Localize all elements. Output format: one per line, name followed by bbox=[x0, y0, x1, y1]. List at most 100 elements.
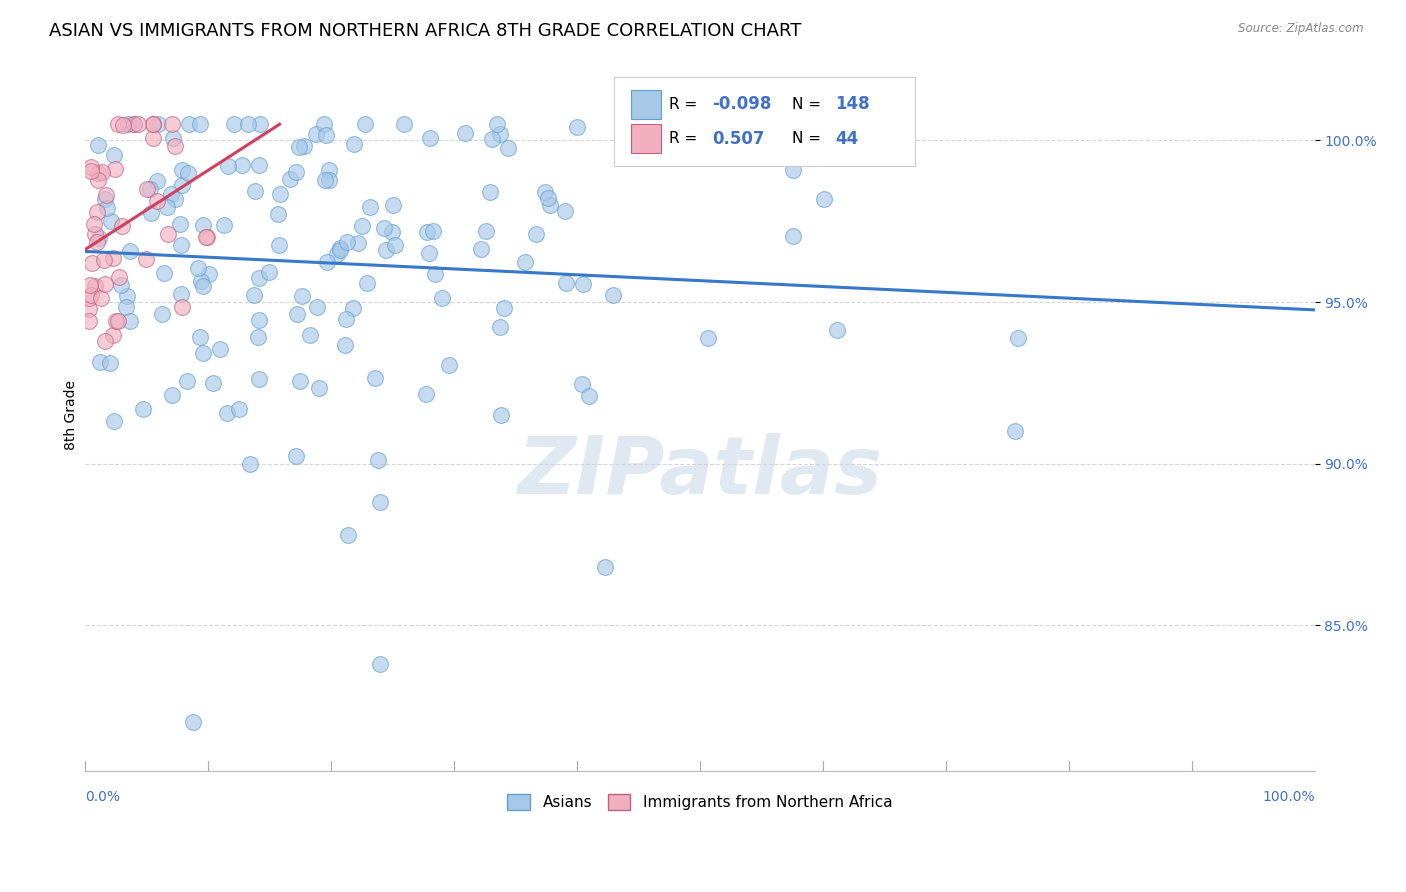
Point bbox=[335, 312, 357, 326]
Point bbox=[486, 117, 509, 131]
Point bbox=[593, 560, 616, 574]
Point bbox=[118, 244, 141, 259]
Point bbox=[176, 374, 198, 388]
Point bbox=[169, 238, 191, 252]
Point bbox=[537, 191, 560, 205]
Point bbox=[100, 214, 122, 228]
Point bbox=[90, 291, 112, 305]
Text: 44: 44 bbox=[835, 129, 858, 147]
Point bbox=[86, 235, 108, 250]
Point bbox=[84, 227, 107, 241]
Point bbox=[697, 330, 720, 344]
Point bbox=[87, 231, 110, 245]
Point bbox=[163, 192, 186, 206]
Point bbox=[117, 117, 139, 131]
Point bbox=[170, 287, 193, 301]
Point bbox=[1004, 425, 1026, 439]
Point bbox=[470, 243, 492, 257]
Point bbox=[496, 141, 519, 155]
Point bbox=[139, 206, 162, 220]
Point bbox=[494, 301, 516, 315]
Y-axis label: 8th Grade: 8th Grade bbox=[65, 380, 79, 450]
Point bbox=[120, 314, 142, 328]
Point bbox=[368, 657, 391, 671]
Point bbox=[364, 371, 387, 385]
Point bbox=[104, 162, 127, 177]
Point bbox=[101, 251, 124, 265]
Point bbox=[80, 160, 103, 174]
Text: 148: 148 bbox=[835, 95, 870, 113]
Point bbox=[384, 238, 406, 252]
Point bbox=[177, 117, 200, 131]
Point bbox=[136, 181, 159, 195]
Point bbox=[172, 178, 194, 192]
Point bbox=[228, 402, 250, 417]
Point bbox=[247, 312, 270, 326]
Point bbox=[188, 117, 211, 131]
Point bbox=[333, 338, 356, 352]
Point bbox=[156, 200, 179, 214]
Point bbox=[475, 224, 498, 238]
Point bbox=[394, 117, 416, 131]
Point bbox=[93, 192, 115, 206]
Point bbox=[526, 227, 548, 241]
Point bbox=[373, 221, 395, 235]
Point bbox=[342, 136, 364, 151]
Point bbox=[115, 300, 138, 314]
Point bbox=[148, 117, 170, 131]
Text: N =: N = bbox=[792, 131, 821, 146]
Point bbox=[83, 218, 105, 232]
Point bbox=[567, 120, 589, 134]
Point bbox=[131, 402, 153, 417]
Point bbox=[419, 131, 441, 145]
Point bbox=[243, 184, 266, 198]
Point bbox=[350, 219, 373, 234]
Point bbox=[77, 291, 100, 305]
Text: -0.098: -0.098 bbox=[713, 95, 772, 113]
Point bbox=[107, 314, 129, 328]
Point bbox=[96, 201, 118, 215]
Point bbox=[422, 223, 444, 237]
Point bbox=[111, 118, 134, 132]
Point bbox=[336, 527, 359, 541]
Point bbox=[107, 117, 129, 131]
Point bbox=[314, 117, 336, 131]
Point bbox=[813, 192, 835, 206]
Point bbox=[329, 243, 352, 257]
Point bbox=[170, 163, 193, 178]
Point bbox=[86, 204, 108, 219]
Point bbox=[217, 159, 239, 173]
Point bbox=[162, 131, 184, 145]
Point bbox=[84, 278, 107, 293]
Point bbox=[177, 166, 200, 180]
Point bbox=[416, 225, 439, 239]
Point bbox=[217, 406, 239, 420]
Point bbox=[534, 185, 557, 199]
Text: Source: ZipAtlas.com: Source: ZipAtlas.com bbox=[1239, 22, 1364, 36]
Point bbox=[239, 457, 262, 471]
Point bbox=[267, 207, 290, 221]
Point bbox=[269, 186, 291, 201]
Point bbox=[825, 323, 848, 337]
Point bbox=[370, 495, 392, 509]
Legend: Asians, Immigrants from Northern Africa: Asians, Immigrants from Northern Africa bbox=[502, 789, 898, 816]
Point bbox=[284, 164, 307, 178]
Point bbox=[115, 289, 138, 303]
Point bbox=[538, 198, 561, 212]
Point bbox=[290, 374, 312, 388]
Point bbox=[315, 128, 337, 142]
Point bbox=[80, 287, 103, 301]
Point bbox=[103, 328, 125, 343]
Point bbox=[111, 219, 134, 233]
Text: R =: R = bbox=[669, 131, 697, 146]
Point bbox=[269, 238, 291, 252]
Point bbox=[80, 256, 103, 270]
Text: ZIPatlas: ZIPatlas bbox=[517, 433, 883, 511]
Point bbox=[190, 274, 212, 288]
Point bbox=[191, 278, 214, 293]
Point bbox=[87, 137, 110, 152]
Point bbox=[142, 117, 165, 131]
Point bbox=[87, 172, 110, 186]
Point bbox=[146, 194, 169, 208]
Point bbox=[418, 246, 440, 260]
